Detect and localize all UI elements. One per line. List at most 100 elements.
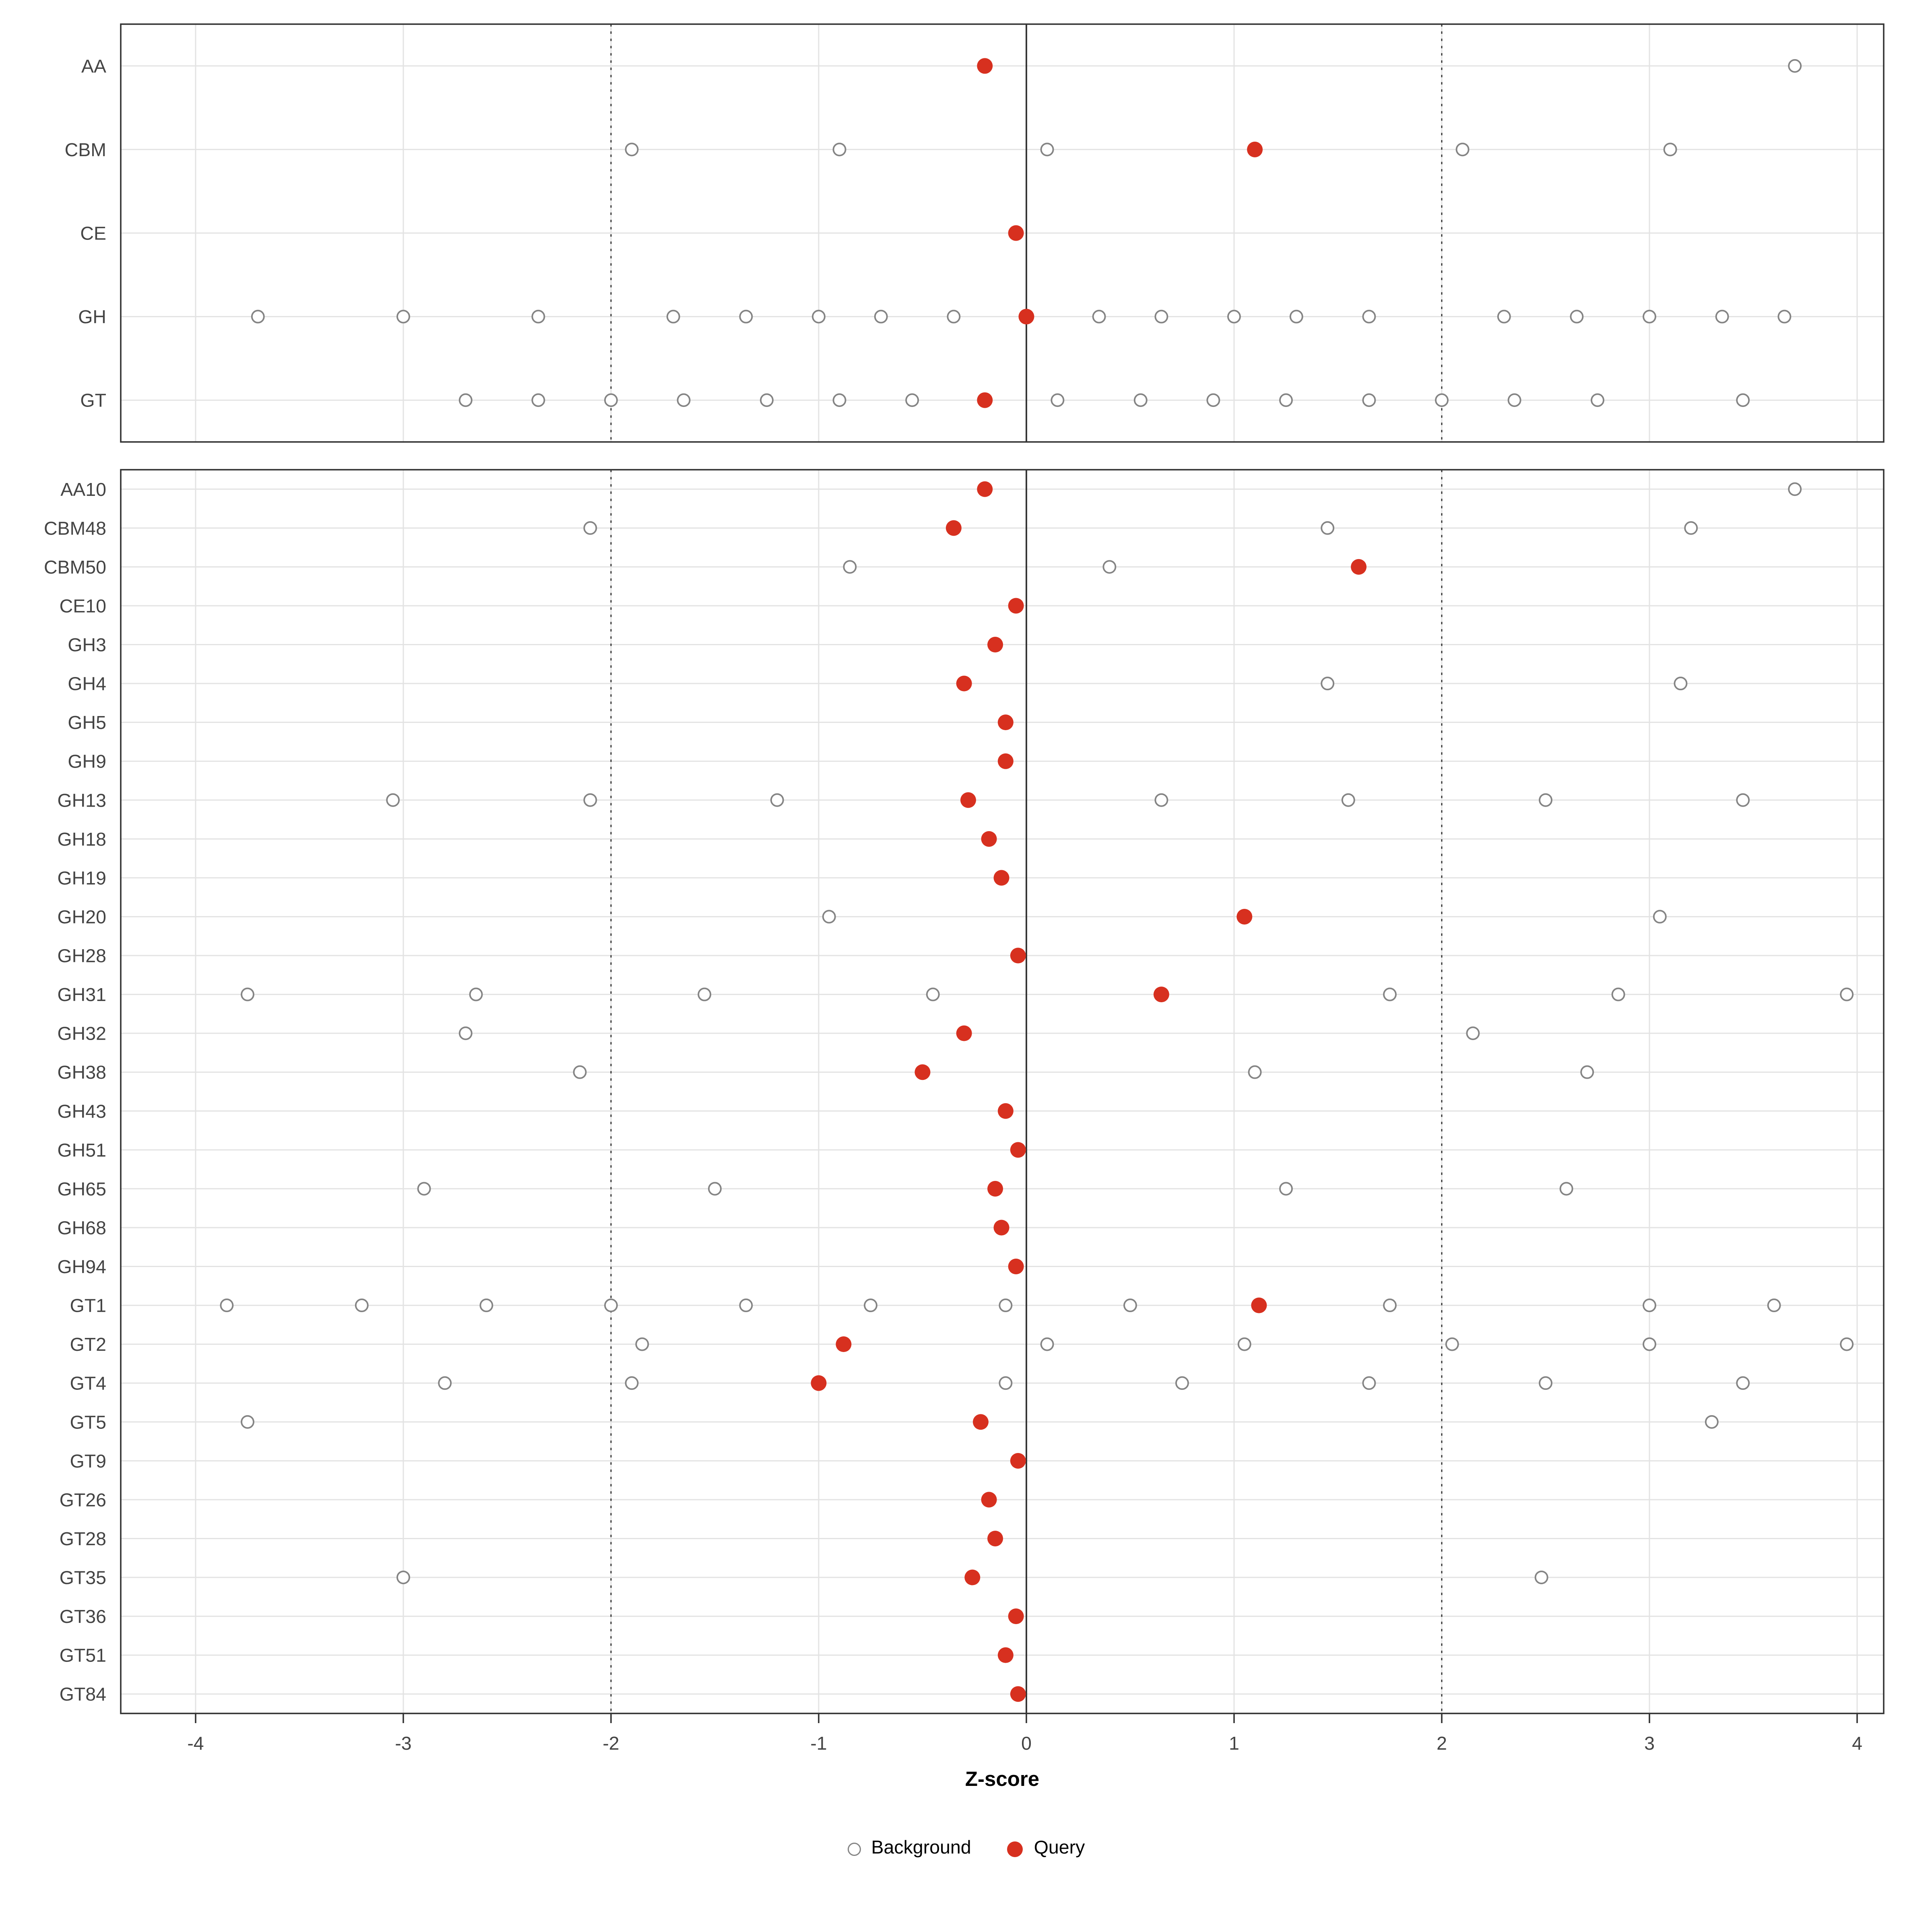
query-marker-icon — [1007, 1841, 1023, 1857]
background-point — [1321, 521, 1335, 535]
background-point — [625, 1376, 639, 1390]
background-point — [625, 142, 639, 157]
legend-label-query: Query — [1034, 1838, 1085, 1858]
axis-tick-label: -1 — [810, 1733, 827, 1754]
background-point — [1175, 1376, 1189, 1390]
background-point — [573, 1065, 587, 1079]
background-point — [739, 1298, 753, 1313]
background-point — [947, 310, 961, 324]
background-point — [843, 560, 857, 574]
background-point — [1788, 482, 1802, 496]
category-label: GH94 — [58, 1256, 106, 1277]
axis-tick-label: -2 — [603, 1733, 619, 1754]
background-point — [1788, 59, 1802, 73]
query-point — [1008, 225, 1024, 241]
query-point — [981, 1492, 997, 1508]
background-point — [1643, 1298, 1656, 1313]
background-point — [1383, 1298, 1397, 1313]
axis-tick-label: -4 — [187, 1733, 204, 1754]
category-label: AA — [81, 56, 106, 76]
background-point — [698, 987, 712, 1001]
background-point — [1435, 393, 1449, 407]
category-label: GH — [78, 306, 106, 327]
background-point — [832, 142, 846, 157]
query-point — [977, 392, 993, 408]
legend: Background Query — [0, 1838, 1932, 1860]
background-point — [812, 310, 826, 324]
background-point — [1534, 1571, 1548, 1584]
query-point — [964, 1569, 980, 1585]
category-label: GT51 — [60, 1645, 106, 1666]
query-point — [1010, 947, 1026, 964]
background-point — [1237, 1337, 1251, 1351]
background-point — [1643, 1337, 1656, 1351]
background-marker-icon — [847, 1842, 861, 1856]
background-point — [1279, 1182, 1293, 1196]
background-point — [1321, 677, 1335, 691]
background-point — [1705, 1415, 1719, 1429]
category-label: GH32 — [58, 1023, 106, 1044]
category-label: GH4 — [68, 673, 106, 694]
query-point — [1008, 1259, 1024, 1275]
category-label: GH3 — [68, 634, 106, 655]
panel-border — [120, 469, 1885, 1714]
category-label: GH19 — [58, 867, 106, 888]
background-point — [677, 393, 691, 407]
query-point — [981, 831, 997, 847]
axis-tick-label: 0 — [1021, 1733, 1032, 1754]
background-point — [926, 987, 940, 1001]
background-point — [1455, 142, 1470, 157]
background-point — [438, 1376, 452, 1390]
legend-item-background: Background — [847, 1838, 971, 1860]
query-point — [997, 714, 1013, 731]
background-point — [1362, 310, 1376, 324]
query-point — [1008, 598, 1024, 614]
background-point — [739, 310, 753, 324]
legend-item-query: Query — [1007, 1838, 1085, 1860]
category-label: CBM50 — [44, 557, 106, 578]
background-point — [1092, 310, 1106, 324]
category-label: AA10 — [60, 479, 106, 500]
background-point — [1767, 1298, 1781, 1313]
background-point — [1227, 310, 1241, 324]
background-point — [1611, 987, 1625, 1001]
background-point — [1362, 393, 1376, 407]
x-axis-title: Z-score — [965, 1768, 1040, 1791]
background-point — [1154, 793, 1168, 807]
query-point — [1251, 1297, 1267, 1313]
background-point — [251, 310, 265, 324]
background-point — [1643, 310, 1656, 324]
background-point — [770, 793, 784, 807]
query-point — [914, 1064, 931, 1080]
background-point — [1539, 1376, 1552, 1390]
background-point — [635, 1337, 649, 1351]
background-point — [1653, 910, 1667, 924]
query-point — [1010, 1686, 1026, 1702]
dot-plot-svg: AA CBM CE GH GT AA10 CBM48 CBM50 CE10 GH3 GH4 GH5 GH… — [44, 23, 1885, 1754]
background-point — [999, 1298, 1013, 1313]
background-point — [1154, 310, 1168, 324]
background-point — [1051, 393, 1065, 407]
category-label: GH68 — [58, 1217, 106, 1238]
query-point — [945, 520, 962, 536]
category-label: GH20 — [58, 906, 106, 927]
background-point — [999, 1376, 1013, 1390]
background-point — [1383, 987, 1397, 1001]
background-point — [417, 1182, 431, 1196]
background-point — [1040, 142, 1054, 157]
background-point — [1736, 793, 1750, 807]
background-point — [469, 987, 483, 1001]
category-label: CBM48 — [44, 518, 106, 539]
panel-background — [121, 470, 1884, 1713]
background-point — [1248, 1065, 1262, 1079]
background-point — [1840, 1337, 1854, 1351]
query-point — [1018, 309, 1034, 325]
background-point — [1684, 521, 1698, 535]
background-point — [1206, 393, 1220, 407]
query-point — [1010, 1453, 1026, 1469]
query-point — [997, 1103, 1013, 1119]
category-label: CBM — [65, 139, 106, 160]
category-label: CE10 — [60, 595, 106, 616]
category-label: GH28 — [58, 945, 106, 966]
background-point — [604, 1298, 618, 1313]
